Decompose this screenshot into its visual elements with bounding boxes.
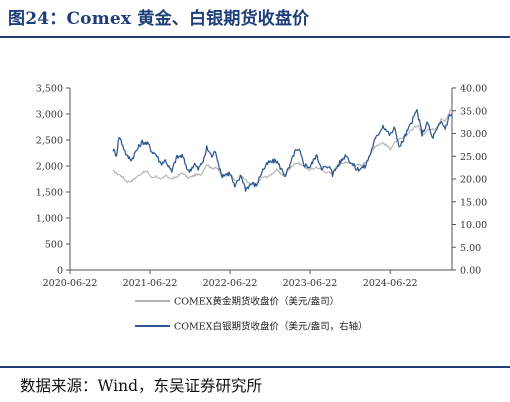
gold-series-line bbox=[112, 107, 453, 187]
x-tick-label: 2021-06-22 bbox=[123, 278, 178, 289]
right-y-tick-label: 0.00 bbox=[460, 266, 481, 277]
left-y-tick-label: 500 bbox=[45, 240, 63, 251]
legend: COMEX黄金期货收盘价（美元/盎司） COMEX白银期货收盘价（美元/盎司，右轴… bbox=[135, 296, 368, 333]
right-y-tick-label: 20.00 bbox=[460, 175, 487, 186]
x-tick-label: 2020-06-22 bbox=[43, 278, 98, 289]
right-y-tick-label: 25.00 bbox=[460, 152, 487, 163]
left-y-tick-label: 2,500 bbox=[36, 136, 63, 147]
left-y-tick-label: 0 bbox=[57, 266, 63, 277]
left-y-tick-label: 3,000 bbox=[36, 110, 63, 121]
x-tick-label: 2023-06-22 bbox=[283, 278, 338, 289]
left-y-tick-label: 1,500 bbox=[36, 188, 63, 199]
left-y-tick-label: 3,500 bbox=[36, 84, 63, 95]
title-rule bbox=[0, 36, 510, 38]
x-tick-label: 2024-06-22 bbox=[363, 278, 418, 289]
x-tick-label: 2022-06-22 bbox=[203, 278, 258, 289]
source-note: 数据来源：Wind，东吴证券研究所 bbox=[20, 377, 263, 395]
right-y-tick-label: 15.00 bbox=[460, 197, 487, 208]
figure-title: 图24：Comex 黄金、白银期货收盘价 bbox=[8, 9, 310, 29]
right-y-tick-label: 35.00 bbox=[460, 106, 487, 117]
right-y-tick-label: 5.00 bbox=[460, 243, 481, 254]
legend-label: COMEX白银期货收盘价（美元/盎司，右轴） bbox=[174, 321, 368, 333]
legend-label: COMEX黄金期货收盘价（美元/盎司） bbox=[174, 296, 339, 308]
left-y-tick-label: 1,000 bbox=[36, 214, 63, 225]
right-y-tick-label: 30.00 bbox=[460, 129, 487, 140]
series-group bbox=[112, 107, 453, 192]
right-y-tick-label: 10.00 bbox=[460, 220, 487, 231]
right-y-tick-label: 40.00 bbox=[460, 84, 487, 95]
axes-group: 0 500 1,000 1,500 2,000 2,500 3,000 3,500 0.00 5.… bbox=[36, 84, 487, 290]
silver-series-line bbox=[112, 109, 453, 192]
left-y-tick-label: 2,000 bbox=[36, 162, 63, 173]
source-rule bbox=[0, 366, 510, 368]
